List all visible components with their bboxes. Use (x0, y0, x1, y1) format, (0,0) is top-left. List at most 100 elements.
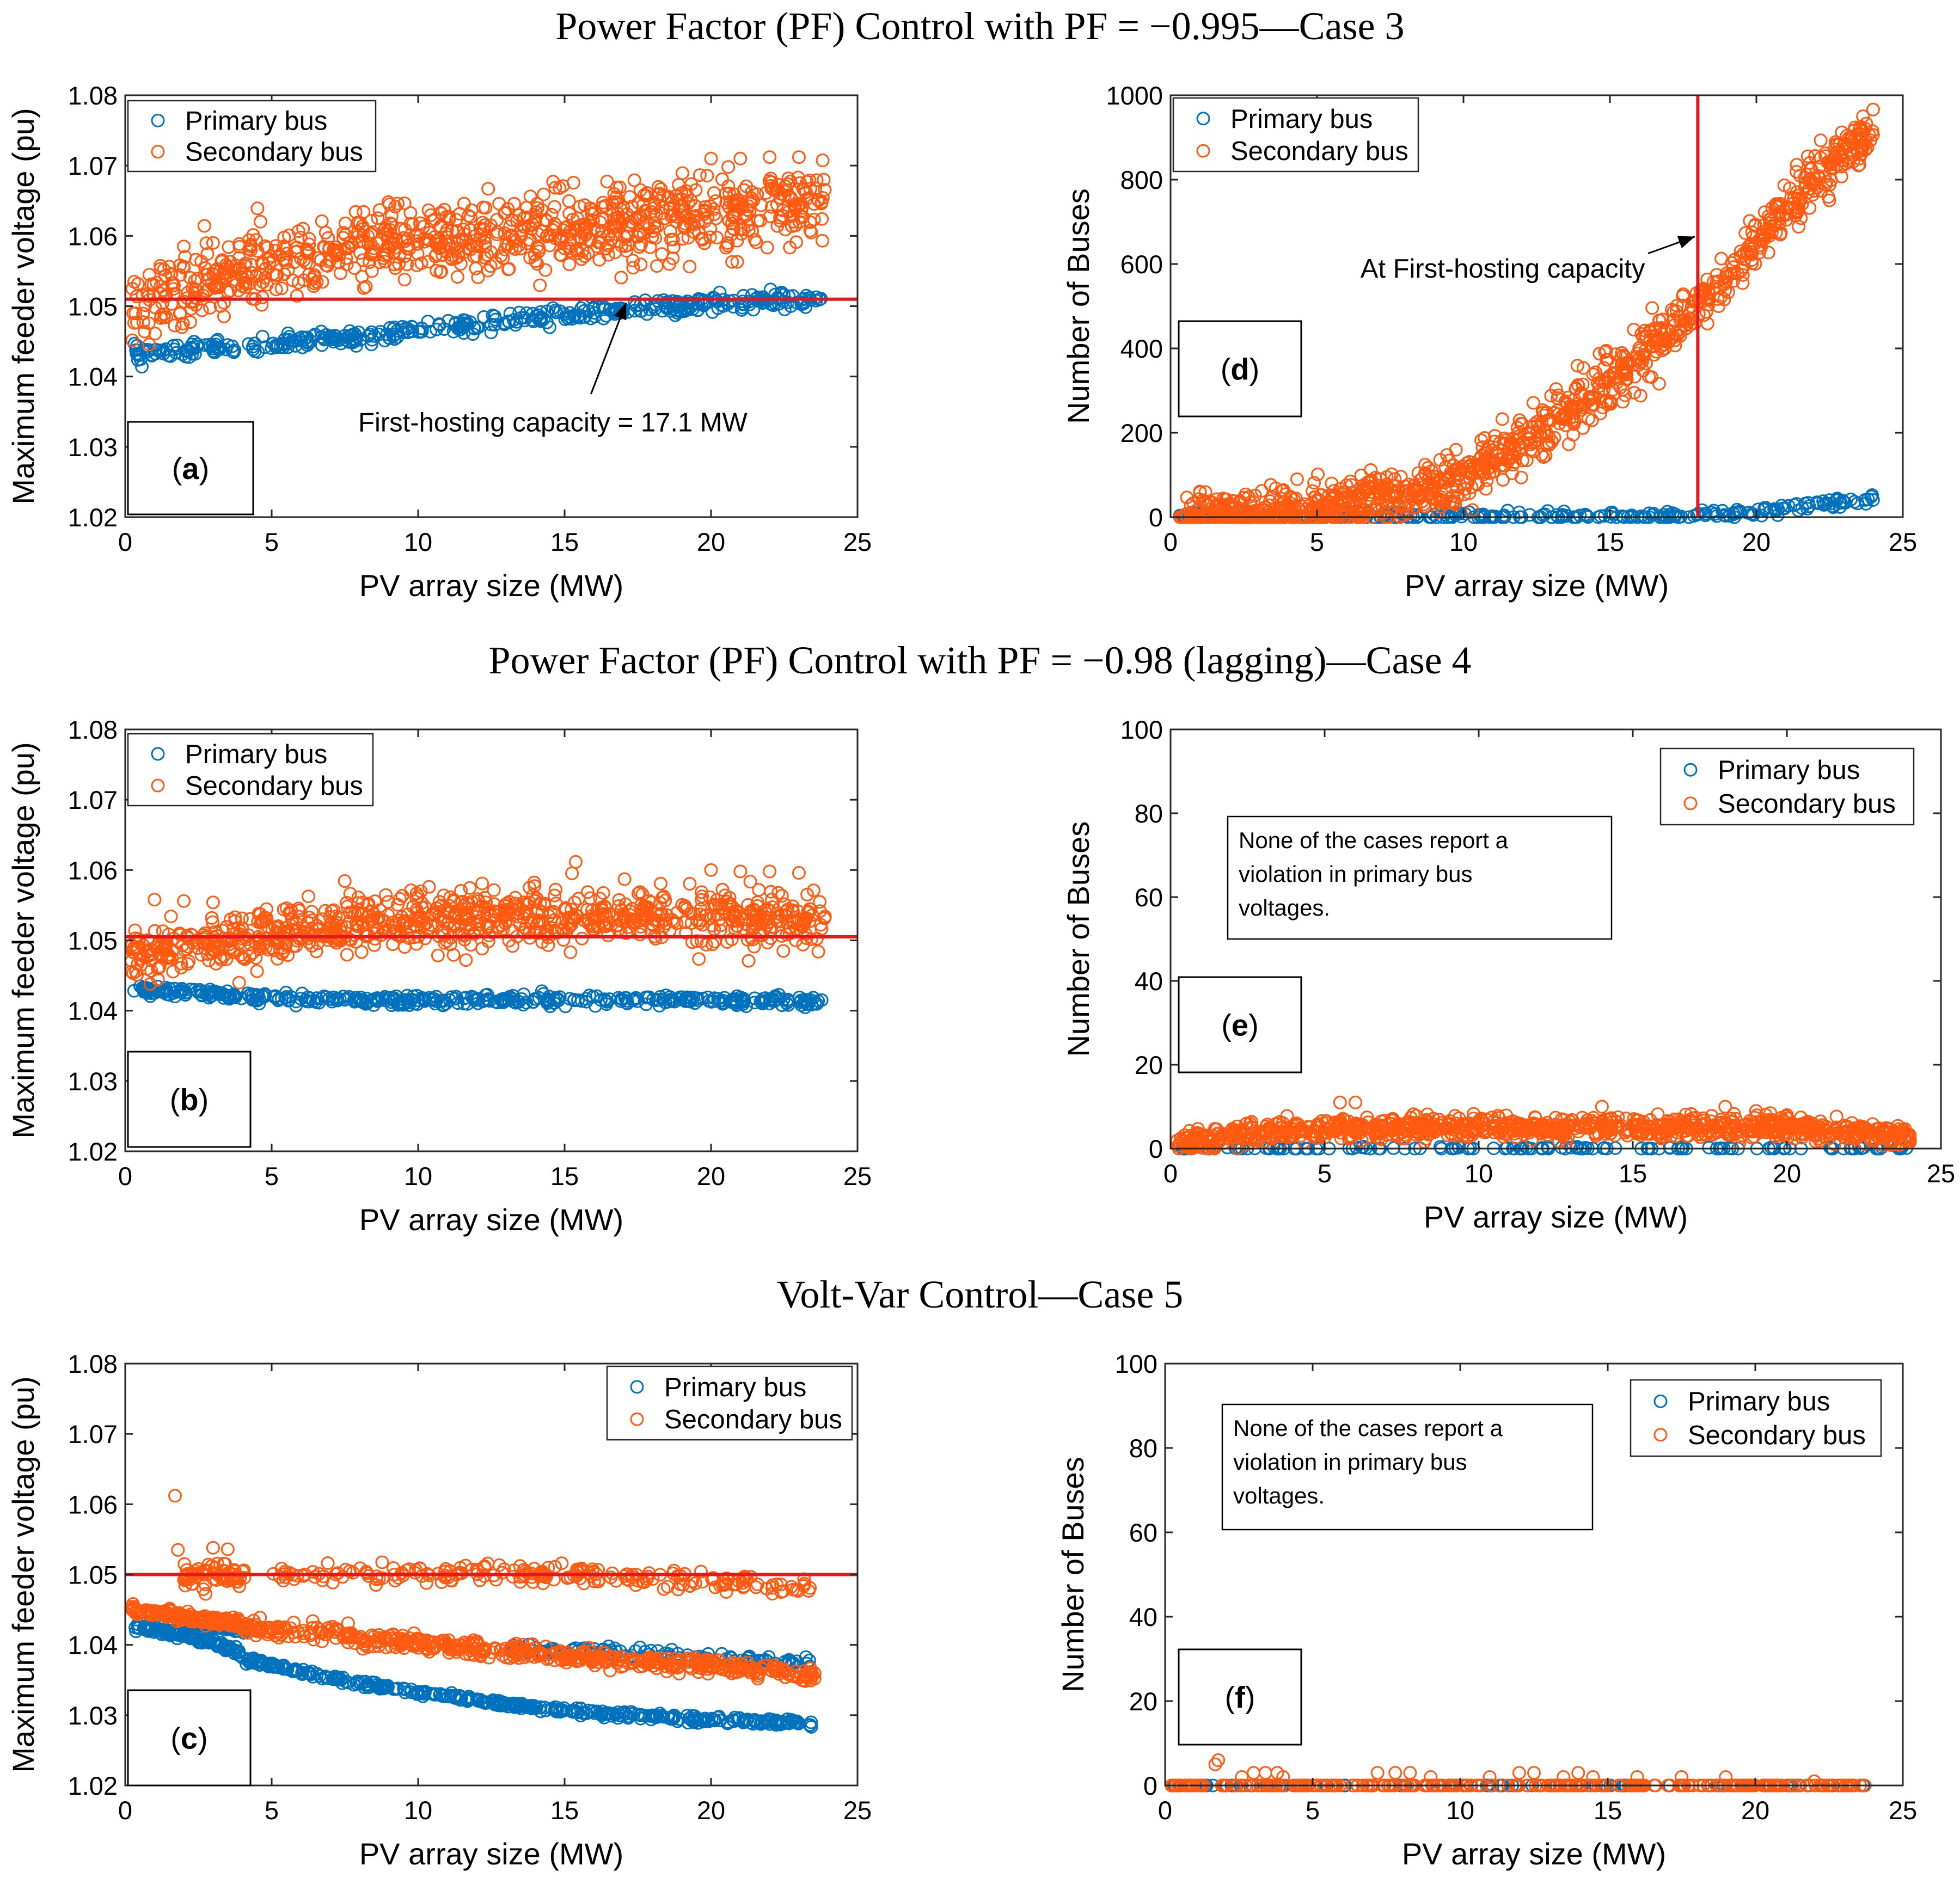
data-point (206, 236, 220, 250)
legend-label-primary: Primary bus (185, 106, 327, 136)
data-point (244, 987, 258, 1001)
y-tick-label: 1.05 (68, 292, 118, 321)
data-point (1688, 316, 1702, 330)
data-point (1558, 418, 1572, 432)
y-tick-label: 600 (1120, 250, 1163, 279)
data-point (433, 318, 446, 332)
x-tick-label: 10 (404, 527, 432, 556)
row-title-case-5: Volt-Var Control—Case 5 (777, 1273, 1184, 1316)
data-point (1567, 417, 1581, 431)
data-point (452, 207, 467, 221)
data-point (1763, 212, 1778, 226)
data-point (281, 993, 296, 1008)
data-point (630, 994, 644, 1008)
data-point (461, 208, 475, 223)
data-point (1571, 378, 1585, 392)
data-point (268, 990, 282, 1004)
data-point (742, 954, 756, 968)
annotation-text: First-hosting capacity = 17.1 MW (358, 408, 748, 438)
data-point (176, 260, 191, 274)
y-tick-label: 1.07 (68, 151, 118, 180)
data-point (1826, 500, 1840, 514)
data-point (1772, 212, 1786, 226)
data-point (1595, 374, 1609, 388)
data-point (188, 274, 202, 288)
data-point (1778, 501, 1792, 516)
legend-label-primary: Primary bus (1230, 105, 1373, 134)
data-point (1265, 490, 1279, 505)
data-point (383, 331, 397, 345)
data-point (1540, 438, 1554, 452)
y-tick-label: 400 (1120, 334, 1163, 363)
annotation-arrowhead (1677, 236, 1695, 249)
data-point (612, 180, 627, 194)
data-point (268, 268, 283, 282)
data-point (1471, 477, 1485, 492)
data-point (315, 275, 329, 289)
data-point (1447, 464, 1461, 478)
data-point (175, 985, 189, 998)
data-point (417, 232, 431, 246)
data-point (725, 255, 739, 269)
data-point (381, 991, 395, 1005)
data-point (212, 987, 226, 1001)
data-point (416, 992, 430, 1006)
data-point (1695, 289, 1709, 303)
data-point (454, 318, 468, 333)
data-point (1340, 492, 1355, 506)
y-tick-label: 1.08 (68, 715, 118, 744)
x-tick-label: 25 (1889, 527, 1917, 556)
data-point (1808, 172, 1822, 186)
data-point (143, 983, 157, 997)
data-point (593, 215, 607, 229)
data-point (388, 261, 402, 275)
data-point (424, 324, 437, 339)
chart-panel-b: 0 5 10 15 20 251.021.031.041.051.061.071.08PV… (6, 715, 872, 1237)
data-point (723, 294, 737, 308)
data-point (1465, 465, 1479, 480)
data-point (558, 220, 572, 235)
data-point (167, 278, 181, 292)
data-point (293, 230, 308, 244)
data-point (1352, 506, 1366, 520)
axes-box (1169, 94, 1904, 518)
data-point (388, 332, 402, 346)
legend-label-secondary: Secondary bus (1230, 137, 1408, 166)
data-point (562, 241, 577, 255)
data-point (1326, 501, 1340, 515)
data-point (317, 333, 332, 347)
data-point (244, 257, 259, 272)
data-point (1855, 123, 1869, 137)
data-point (281, 326, 295, 340)
data-point (583, 201, 597, 216)
data-point (1419, 489, 1434, 503)
data-point (1708, 507, 1722, 521)
annotation: First-hosting capacity = 17.1 MW (358, 302, 748, 438)
data-point (277, 240, 291, 254)
data-point (633, 240, 646, 254)
data-point (503, 990, 517, 1004)
data-point (636, 226, 651, 241)
x-tick-label: 15 (550, 527, 579, 556)
x-tick-label: 25 (843, 1162, 872, 1190)
data-point (817, 173, 831, 187)
data-point (1431, 476, 1445, 489)
data-point (1544, 414, 1558, 428)
y-tick-label: 1.03 (68, 1067, 118, 1096)
data-point (1835, 125, 1849, 139)
data-point (1866, 493, 1880, 507)
data-point (1748, 257, 1762, 271)
data-point (197, 219, 211, 233)
data-point (154, 262, 168, 276)
data-point (756, 290, 770, 304)
series-secondary-1 (125, 150, 832, 352)
data-point (290, 289, 304, 303)
data-point (471, 270, 485, 284)
data-point (479, 988, 493, 1002)
data-point (1463, 459, 1477, 474)
data-point (791, 170, 805, 185)
data-point (470, 239, 484, 253)
data-point (783, 241, 797, 255)
data-point (142, 316, 156, 330)
